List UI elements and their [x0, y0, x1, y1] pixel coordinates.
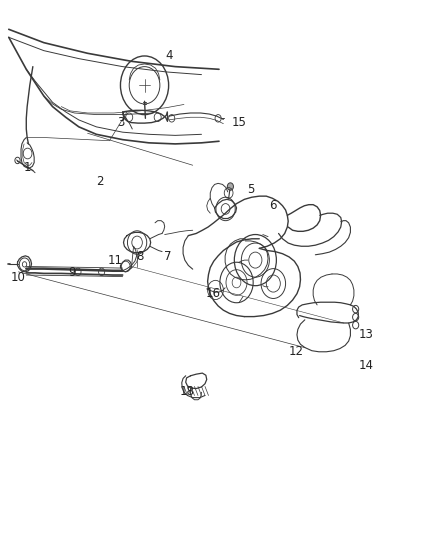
Text: 1: 1 — [24, 161, 32, 174]
Text: 12: 12 — [289, 345, 304, 358]
Text: 4: 4 — [165, 50, 173, 62]
Text: 6: 6 — [269, 199, 277, 212]
Text: 8: 8 — [136, 251, 143, 263]
Circle shape — [227, 183, 233, 190]
Text: 10: 10 — [11, 271, 26, 284]
Text: 5: 5 — [247, 183, 255, 196]
Text: 11: 11 — [107, 254, 122, 266]
Text: 14: 14 — [359, 359, 374, 372]
Text: 2: 2 — [96, 175, 104, 188]
Text: 16: 16 — [206, 287, 221, 300]
Text: 13: 13 — [359, 328, 374, 341]
Text: 3: 3 — [117, 116, 125, 129]
Text: 7: 7 — [164, 251, 172, 263]
Text: 15: 15 — [232, 116, 247, 129]
Text: 9: 9 — [68, 266, 75, 279]
Text: 18: 18 — [180, 385, 194, 398]
